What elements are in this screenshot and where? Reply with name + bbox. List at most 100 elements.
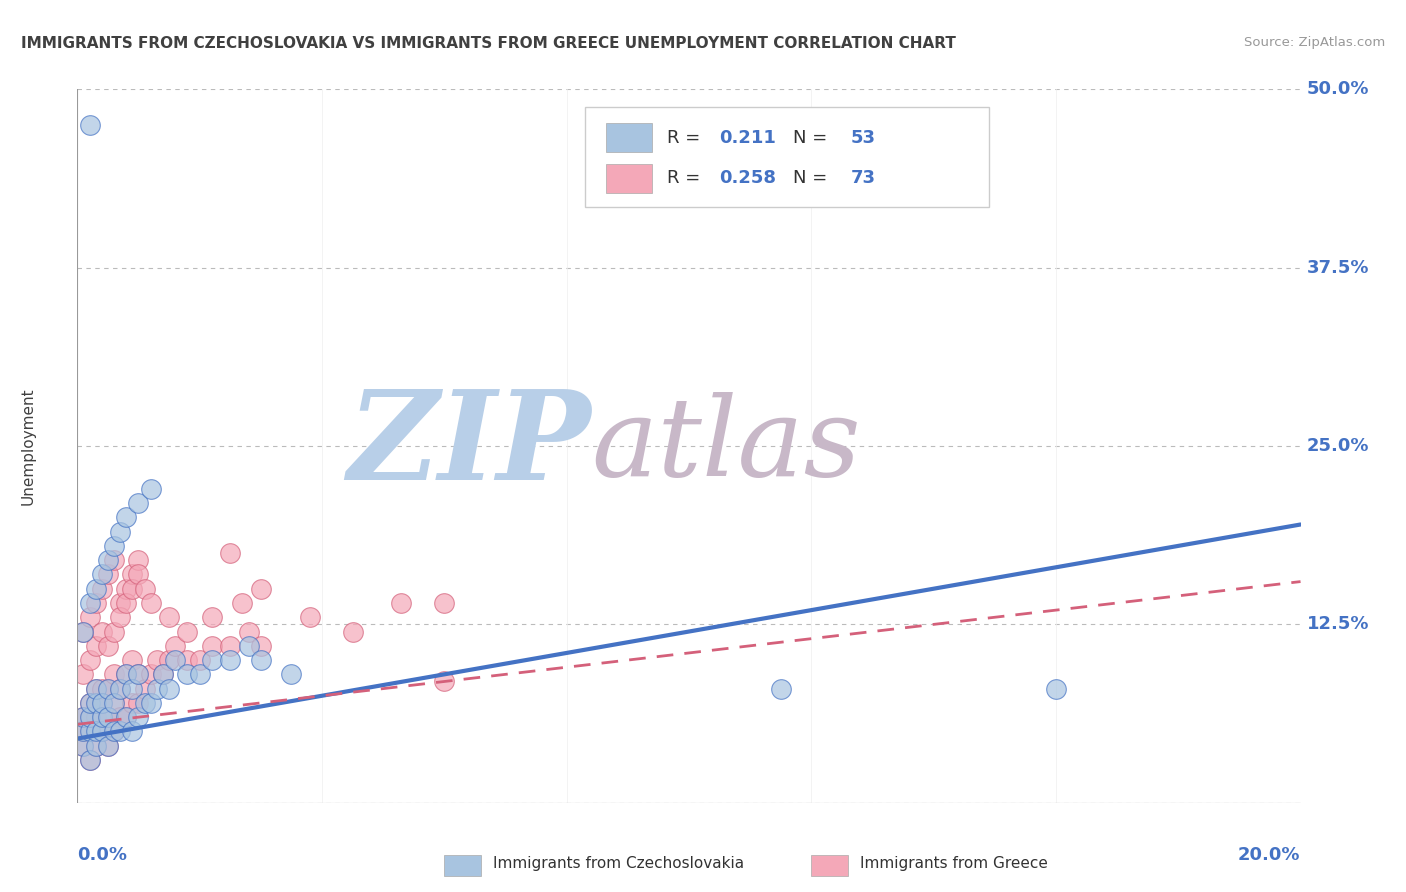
Point — [103, 624, 125, 639]
Point — [176, 653, 198, 667]
Point — [139, 596, 162, 610]
FancyBboxPatch shape — [606, 123, 652, 152]
Text: R =: R = — [666, 128, 706, 146]
Point — [165, 653, 187, 667]
Text: Source: ZipAtlas.com: Source: ZipAtlas.com — [1244, 36, 1385, 49]
Point — [433, 596, 456, 610]
Point — [90, 696, 112, 710]
FancyBboxPatch shape — [811, 855, 848, 876]
Point — [103, 724, 125, 739]
Point — [97, 710, 120, 724]
Point — [103, 553, 125, 567]
Point — [134, 582, 156, 596]
Point — [103, 696, 125, 710]
Point — [121, 724, 143, 739]
Point — [157, 610, 180, 624]
Point — [127, 710, 149, 724]
Point — [72, 739, 94, 753]
Point — [134, 696, 156, 710]
Point — [115, 710, 138, 724]
Text: 0.211: 0.211 — [720, 128, 776, 146]
Point — [79, 753, 101, 767]
Point — [79, 753, 101, 767]
Point — [115, 510, 138, 524]
Point — [121, 567, 143, 582]
Point — [79, 710, 101, 724]
Point — [139, 667, 162, 681]
Text: 20.0%: 20.0% — [1239, 846, 1301, 863]
Point — [1045, 681, 1067, 696]
Text: ZIP: ZIP — [347, 385, 591, 507]
Point — [121, 681, 143, 696]
Point — [157, 681, 180, 696]
Text: 73: 73 — [851, 169, 876, 187]
Point — [188, 667, 211, 681]
FancyBboxPatch shape — [585, 107, 988, 207]
Point — [127, 667, 149, 681]
Point — [72, 739, 94, 753]
Point — [108, 681, 131, 696]
Point — [90, 567, 112, 582]
Point — [103, 539, 125, 553]
Point — [108, 724, 131, 739]
FancyBboxPatch shape — [444, 855, 481, 876]
Point — [79, 724, 101, 739]
Point — [103, 667, 125, 681]
Point — [97, 681, 120, 696]
Point — [219, 653, 242, 667]
Point — [90, 582, 112, 596]
Point — [84, 696, 107, 710]
Point — [72, 724, 94, 739]
Point — [84, 696, 107, 710]
Point — [72, 624, 94, 639]
Point — [342, 624, 364, 639]
Point — [90, 681, 112, 696]
Text: N =: N = — [793, 128, 832, 146]
Point — [201, 610, 224, 624]
Text: 0.0%: 0.0% — [77, 846, 128, 863]
Point — [298, 610, 321, 624]
Point — [115, 667, 138, 681]
Point — [250, 582, 273, 596]
Point — [250, 639, 273, 653]
Text: 25.0%: 25.0% — [1306, 437, 1369, 455]
Point — [79, 596, 101, 610]
Point — [108, 710, 131, 724]
Point — [108, 681, 131, 696]
Point — [433, 674, 456, 689]
Point — [90, 724, 112, 739]
Point — [79, 610, 101, 624]
Point — [108, 596, 131, 610]
Point — [97, 739, 120, 753]
Point — [127, 496, 149, 510]
Point — [90, 696, 112, 710]
Point — [201, 653, 224, 667]
Point — [127, 553, 149, 567]
Point — [84, 739, 107, 753]
Text: 37.5%: 37.5% — [1306, 259, 1369, 277]
Point — [152, 667, 174, 681]
Point — [72, 724, 94, 739]
Point — [238, 624, 260, 639]
Point — [231, 596, 253, 610]
Point — [165, 639, 187, 653]
Point — [219, 546, 242, 560]
Point — [84, 724, 107, 739]
Point — [79, 710, 101, 724]
Point — [238, 639, 260, 653]
Text: 12.5%: 12.5% — [1306, 615, 1369, 633]
Point — [84, 582, 107, 596]
Point — [103, 696, 125, 710]
Point — [115, 596, 138, 610]
Point — [176, 667, 198, 681]
Point — [97, 553, 120, 567]
Point — [72, 710, 94, 724]
Point — [176, 624, 198, 639]
Point — [146, 653, 169, 667]
Text: IMMIGRANTS FROM CZECHOSLOVAKIA VS IMMIGRANTS FROM GREECE UNEMPLOYMENT CORRELATIO: IMMIGRANTS FROM CZECHOSLOVAKIA VS IMMIGR… — [21, 36, 956, 51]
Text: atlas: atlas — [591, 392, 860, 500]
Point — [79, 653, 101, 667]
Point — [84, 739, 107, 753]
Point — [152, 667, 174, 681]
Point — [84, 639, 107, 653]
